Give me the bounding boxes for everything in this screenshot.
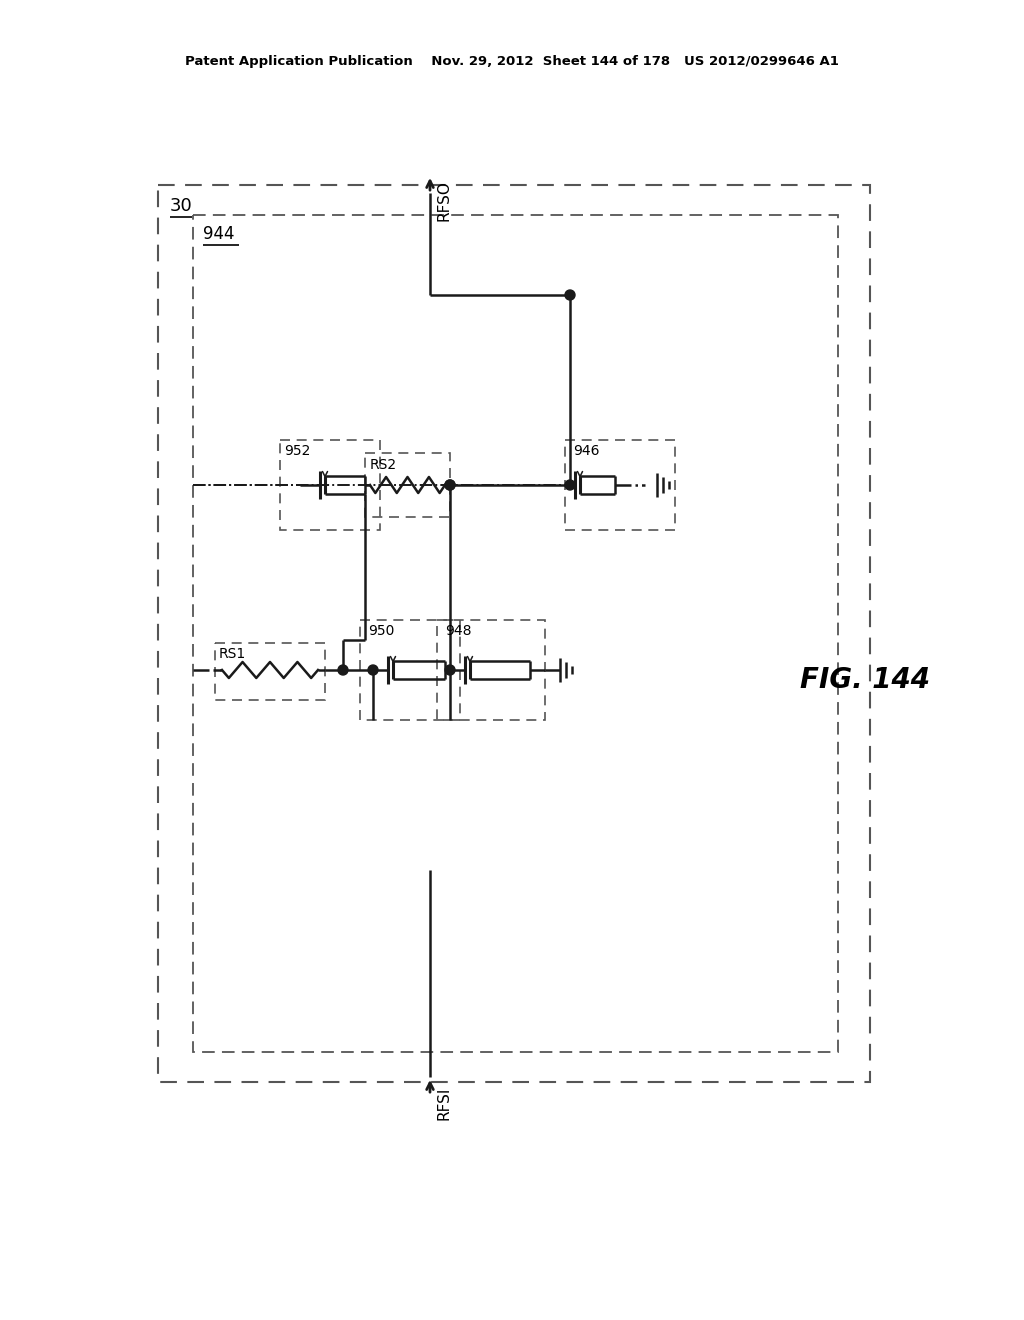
- Text: RFSO: RFSO: [437, 180, 452, 220]
- Circle shape: [445, 665, 455, 675]
- Text: 948: 948: [445, 624, 471, 638]
- Circle shape: [445, 480, 455, 490]
- Text: 30: 30: [170, 197, 193, 215]
- Text: RS2: RS2: [370, 458, 397, 473]
- Circle shape: [565, 480, 575, 490]
- Circle shape: [565, 290, 575, 300]
- Bar: [365, 453, 450, 517]
- Bar: [437, 620, 545, 719]
- Text: RFSI: RFSI: [437, 1086, 452, 1121]
- Circle shape: [445, 480, 455, 490]
- Text: RS1: RS1: [219, 647, 246, 661]
- Text: 944: 944: [203, 224, 234, 243]
- Text: 952: 952: [284, 444, 310, 458]
- Text: Patent Application Publication    Nov. 29, 2012  Sheet 144 of 178   US 2012/0299: Patent Application Publication Nov. 29, …: [185, 55, 839, 69]
- Bar: [360, 620, 460, 719]
- Bar: [193, 215, 838, 1052]
- Circle shape: [338, 665, 348, 675]
- Bar: [215, 643, 325, 700]
- Circle shape: [368, 665, 378, 675]
- Bar: [158, 185, 870, 1082]
- Text: 950: 950: [368, 624, 394, 638]
- Bar: [565, 440, 675, 531]
- Text: 946: 946: [573, 444, 599, 458]
- Text: FIG. 144: FIG. 144: [800, 667, 930, 694]
- Bar: [280, 440, 380, 531]
